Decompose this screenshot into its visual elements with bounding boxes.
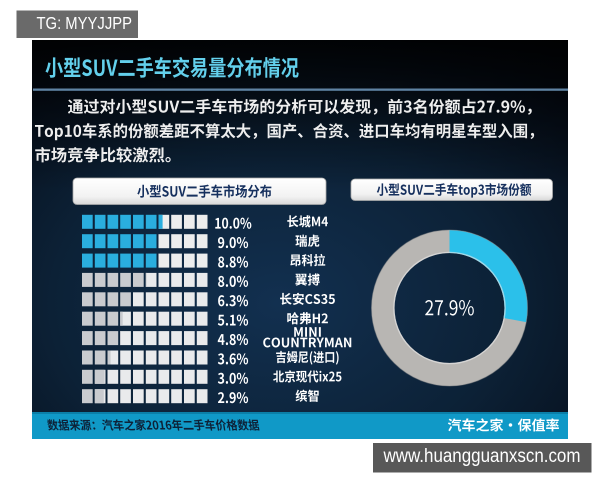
svg-text:TG: MYYJJPP: TG: MYYJJPP (37, 13, 133, 33)
svg-text:www.huangguanxscn.com: www.huangguanxscn.com (383, 446, 581, 467)
